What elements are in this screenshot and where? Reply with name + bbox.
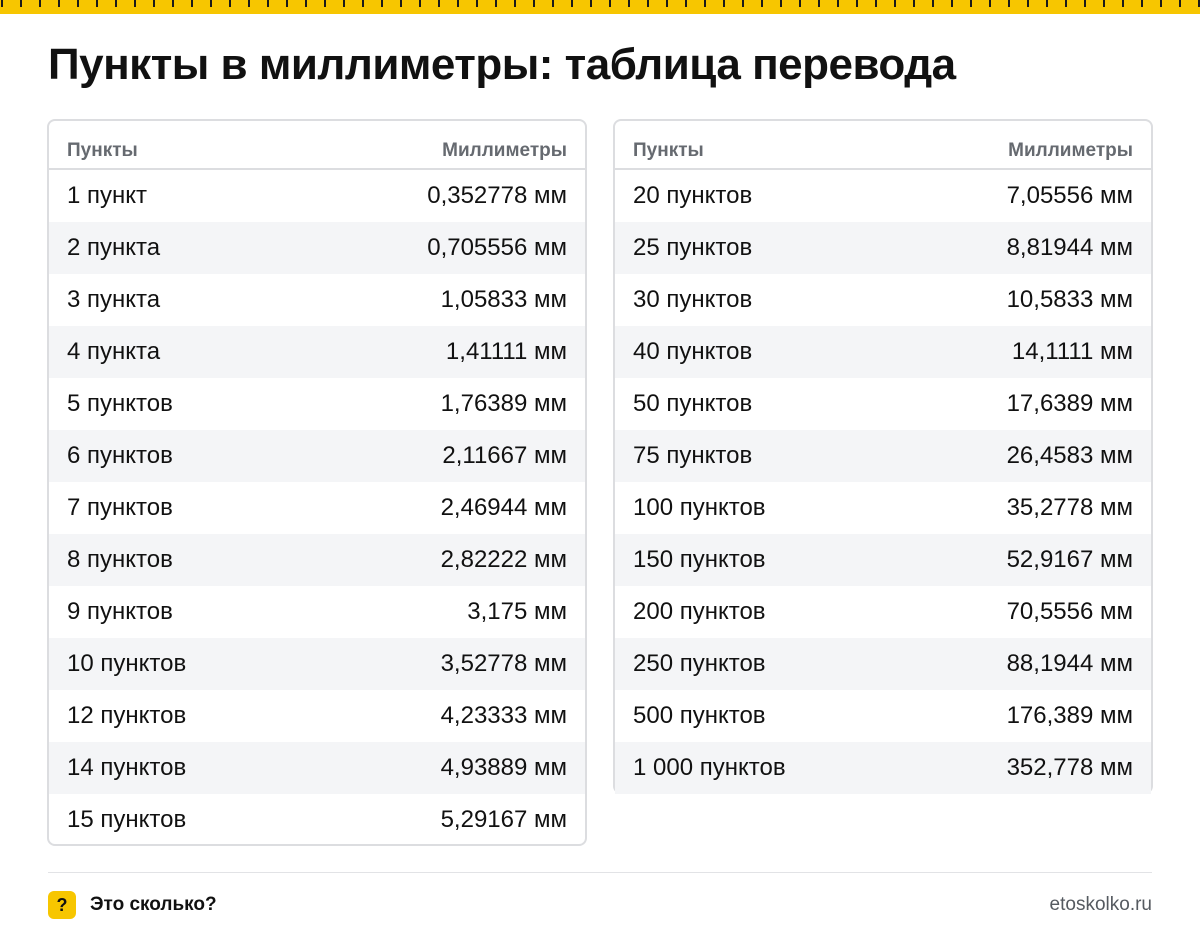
millimeters-cell: 14,1111 мм (1011, 338, 1133, 365)
millimeters-cell: 352,778 мм (1006, 754, 1133, 781)
points-cell: 150 пунктов (633, 546, 766, 573)
millimeters-cell: 3,175 мм (467, 598, 567, 625)
table-row: 200 пунктов 70,5556 мм (615, 586, 1151, 638)
points-cell: 250 пунктов (633, 650, 766, 677)
millimeters-cell: 8,81944 мм (1006, 234, 1133, 261)
site-url: etoskolko.ru (1049, 894, 1152, 915)
points-cell: 9 пунктов (67, 598, 173, 625)
table-body: 1 пункт 0,352778 мм 2 пункта 0,705556 мм 3 п… (49, 170, 585, 846)
points-cell: 12 пунктов (67, 702, 187, 729)
millimeters-cell: 10,5833 мм (1006, 286, 1133, 313)
table-row: 14 пунктов 4,93889 мм (49, 742, 585, 794)
points-cell: 50 пунктов (633, 390, 753, 417)
millimeters-cell: 88,1944 мм (1006, 650, 1133, 677)
points-cell: 14 пунктов (67, 754, 187, 781)
millimeters-cell: 17,6389 мм (1006, 390, 1133, 417)
millimeters-cell: 1,76389 мм (440, 390, 567, 417)
table-row: 12 пунктов 4,23333 мм (49, 690, 585, 742)
millimeters-cell: 4,23333 мм (440, 702, 567, 729)
table-row: 10 пунктов 3,52778 мм (49, 638, 585, 690)
table-row: 3 пункта 1,05833 мм (49, 274, 585, 326)
millimeters-cell: 5,29167 мм (440, 806, 567, 833)
points-cell: 15 пунктов (67, 806, 187, 833)
points-cell: 8 пунктов (67, 546, 173, 573)
points-cell: 1 пункт (67, 182, 148, 209)
table-row: 4 пункта 1,41111 мм (49, 326, 585, 378)
points-cell: 100 пунктов (633, 494, 766, 521)
ruler-strip-base (0, 10, 1200, 14)
table-row: 250 пунктов 88,1944 мм (615, 638, 1151, 690)
table-header: Пункты Миллиметры (49, 121, 585, 170)
points-cell: 25 пунктов (633, 234, 753, 261)
millimeters-cell: 1,05833 мм (440, 286, 567, 313)
table-row: 1 000 пунктов 352,778 мм (615, 742, 1151, 794)
table-row: 8 пунктов 2,82222 мм (49, 534, 585, 586)
millimeters-cell: 70,5556 мм (1006, 598, 1133, 625)
millimeters-cell: 2,11667 мм (442, 442, 567, 469)
table-body: 20 пунктов 7,05556 мм 25 пунктов 8,81944 мм… (615, 170, 1151, 794)
table-row: 50 пунктов 17,6389 мм (615, 378, 1151, 430)
table-row: 15 пунктов 5,29167 мм (49, 794, 585, 846)
table-row: 20 пунктов 7,05556 мм (615, 170, 1151, 222)
points-cell: 3 пункта (67, 286, 161, 313)
millimeters-cell: 176,389 мм (1006, 702, 1133, 729)
points-cell: 30 пунктов (633, 286, 753, 313)
points-cell: 4 пункта (67, 338, 161, 365)
footer-divider (48, 872, 1152, 873)
brand-name: Это сколько? (90, 894, 217, 915)
millimeters-cell: 4,93889 мм (440, 754, 567, 781)
brand-logo: ? Это сколько? (48, 891, 217, 919)
points-cell: 10 пунктов (67, 650, 187, 677)
table-row: 7 пунктов 2,46944 мм (49, 482, 585, 534)
points-cell: 20 пунктов (633, 182, 753, 209)
millimeters-cell: 1,41111 мм (445, 338, 567, 365)
table-header: Пункты Миллиметры (615, 121, 1151, 170)
table-row: 150 пунктов 52,9167 мм (615, 534, 1151, 586)
millimeters-cell: 52,9167 мм (1006, 546, 1133, 573)
points-cell: 40 пунктов (633, 338, 753, 365)
points-cell: 1 000 пунктов (633, 754, 786, 781)
table-row: 2 пункта 0,705556 мм (49, 222, 585, 274)
points-cell: 6 пунктов (67, 442, 173, 469)
table-row: 5 пунктов 1,76389 мм (49, 378, 585, 430)
points-cell: 2 пункта (67, 234, 161, 261)
points-cell: 5 пунктов (67, 390, 173, 417)
conversion-table-right: Пункты Миллиметры 20 пунктов 7,05556 мм 25… (613, 119, 1153, 794)
conversion-table-left: Пункты Миллиметры 1 пункт 0,352778 мм 2 пу… (47, 119, 587, 846)
table-row: 6 пунктов 2,11667 мм (49, 430, 585, 482)
points-cell: 7 пунктов (67, 494, 173, 521)
table-row: 1 пункт 0,352778 мм (49, 170, 585, 222)
millimeters-cell: 7,05556 мм (1006, 182, 1133, 209)
table-row: 75 пунктов 26,4583 мм (615, 430, 1151, 482)
column-header-millimeters: Миллиметры (442, 140, 567, 161)
column-header-points: Пункты (633, 140, 704, 161)
table-row: 100 пунктов 35,2778 мм (615, 482, 1151, 534)
table-row: 500 пунктов 176,389 мм (615, 690, 1151, 742)
points-cell: 500 пунктов (633, 702, 766, 729)
millimeters-cell: 26,4583 мм (1006, 442, 1133, 469)
column-header-points: Пункты (67, 140, 138, 161)
millimeters-cell: 0,705556 мм (427, 234, 567, 261)
table-row: 40 пунктов 14,1111 мм (615, 326, 1151, 378)
points-cell: 200 пунктов (633, 598, 766, 625)
points-cell: 75 пунктов (633, 442, 753, 469)
millimeters-cell: 3,52778 мм (440, 650, 567, 677)
table-row: 25 пунктов 8,81944 мм (615, 222, 1151, 274)
table-row: 30 пунктов 10,5833 мм (615, 274, 1151, 326)
question-mark-icon: ? (48, 891, 76, 919)
page-title: Пункты в миллиметры: таблица перевода (48, 40, 956, 89)
column-header-millimeters: Миллиметры (1008, 140, 1133, 161)
table-row: 9 пунктов 3,175 мм (49, 586, 585, 638)
millimeters-cell: 35,2778 мм (1006, 494, 1133, 521)
millimeters-cell: 2,46944 мм (440, 494, 567, 521)
millimeters-cell: 2,82222 мм (440, 546, 567, 573)
millimeters-cell: 0,352778 мм (427, 182, 567, 209)
